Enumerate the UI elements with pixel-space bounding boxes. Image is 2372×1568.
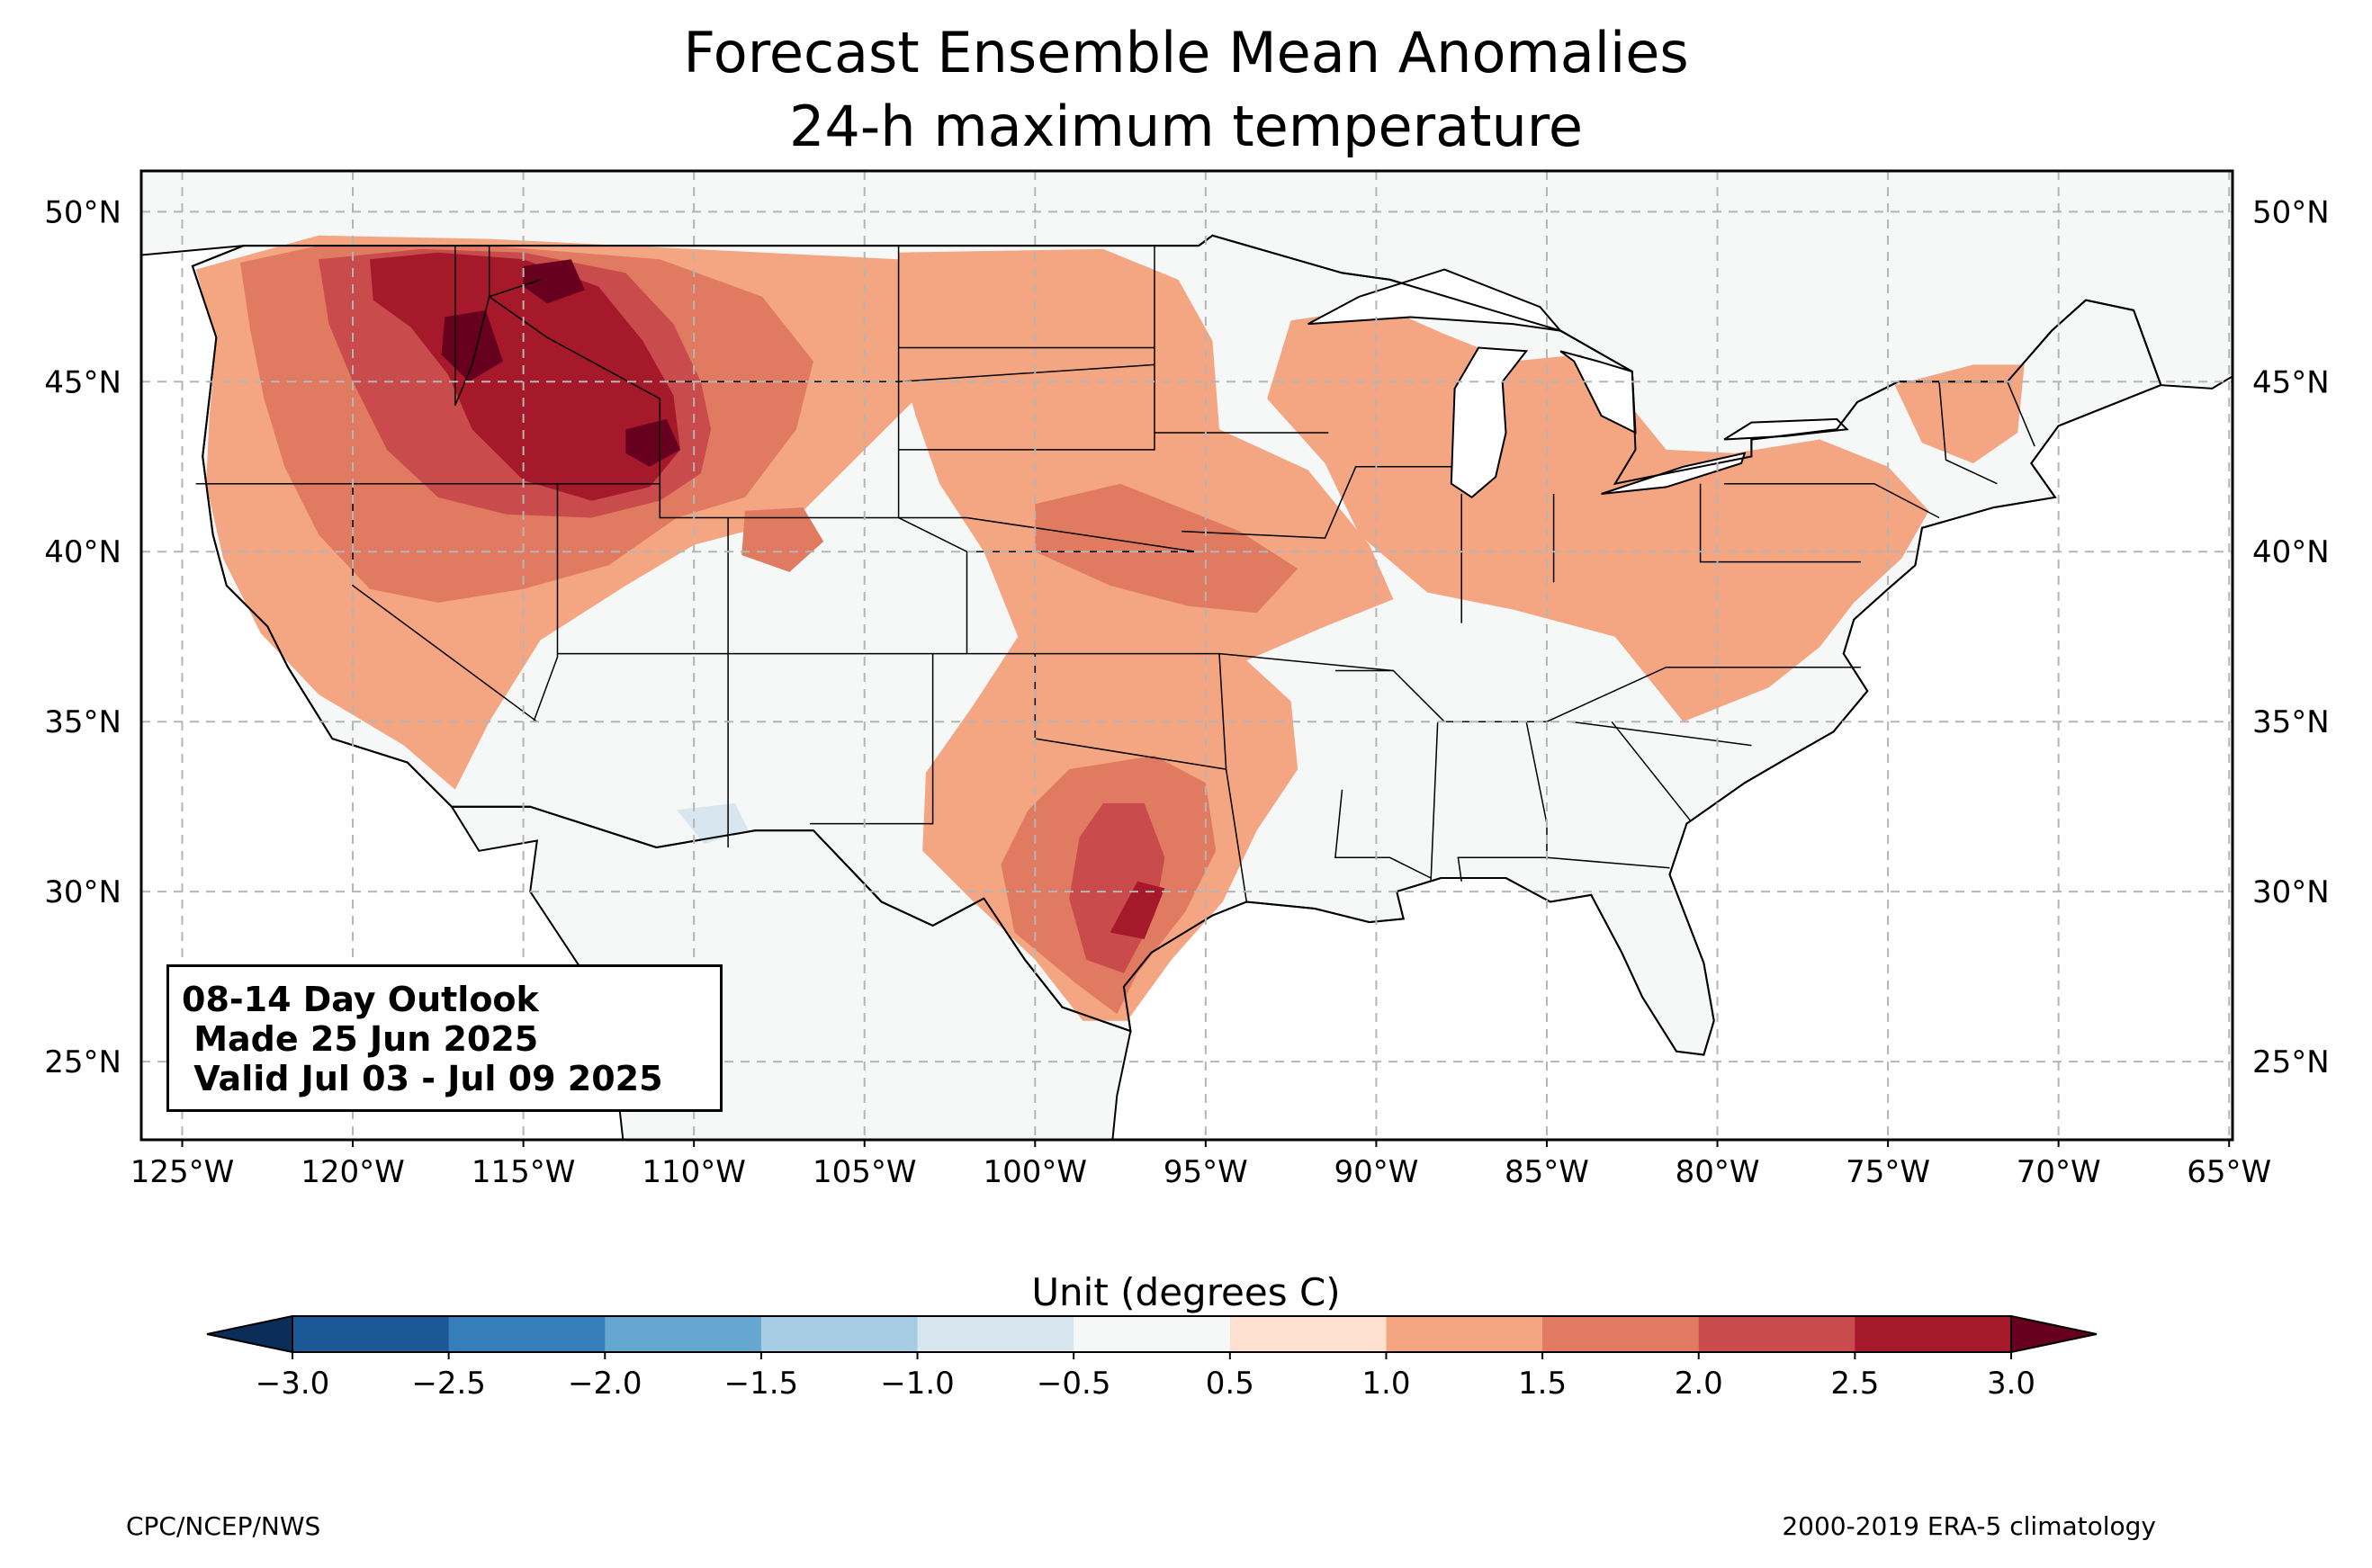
footer-credit: CPC/NCEP/NWS xyxy=(126,1511,321,1541)
lat-tick-label-left: 35°N xyxy=(44,704,121,740)
state-border-22 xyxy=(1611,721,1691,821)
made-date: Made 25 Jun 2025 xyxy=(182,1019,539,1059)
axis-ticks: 125°W 120°W 115°W 110°W 105°W 100°W 95°W 90°W 85… xyxy=(44,194,2329,1190)
state-border-3 xyxy=(488,246,661,518)
colorbar: −3.0 −2.5 −2.0 −1.5 −1.0 −0.5 0.5 1.0 1.5 2.0 2.5 3… xyxy=(206,1314,2098,1402)
colorbar-segment xyxy=(1386,1316,1543,1352)
anomaly-region-midwest-1.0 xyxy=(1267,307,1929,722)
colorbar-segment xyxy=(1074,1316,1231,1352)
footer-climatology: 2000-2019 ERA-5 climatology xyxy=(1782,1511,2156,1541)
lon-tick-label: 85°W xyxy=(1505,1154,1589,1190)
map-frame xyxy=(139,169,2234,1142)
state-border-17 xyxy=(1334,666,1861,722)
colorbar-tick-label: 2.0 xyxy=(1675,1366,1723,1402)
colorbar-segment xyxy=(448,1316,606,1352)
state-border-18 xyxy=(1334,789,1432,879)
lon-tick-label: 95°W xyxy=(1164,1154,1248,1190)
colorbar-tick-label: −3.0 xyxy=(256,1366,330,1402)
state-border-19 xyxy=(1430,721,1439,882)
colorbar-title: Unit (degrees C) xyxy=(1031,1270,1341,1314)
state-border-28 xyxy=(1938,381,1998,485)
lon-tick-label: 125°W xyxy=(130,1154,235,1190)
anomaly-region-northwest-3.0 xyxy=(441,309,503,382)
state-border-8 xyxy=(660,363,1155,383)
state-border-10 xyxy=(898,246,1155,451)
anomaly-region-northeast-1.0 xyxy=(1894,364,2025,463)
lat-tick-label-right: 45°N xyxy=(2252,364,2330,400)
state-border-11 xyxy=(810,653,934,825)
outlook-period: 08-14 Day Outlook xyxy=(182,980,539,1019)
lon-tick-label: 75°W xyxy=(1846,1154,1930,1190)
colorbar-tick-label: −1.0 xyxy=(880,1366,955,1402)
anomaly-region-wyoming-3.0 xyxy=(625,418,680,467)
colorbar-segment xyxy=(1229,1316,1387,1352)
lat-tick-label-left: 40°N xyxy=(44,534,121,570)
lat-tick-label-left: 30°N xyxy=(44,874,121,910)
state-border-27 xyxy=(1724,482,1940,519)
colorbar-tick-label: −1.5 xyxy=(724,1366,799,1402)
lon-tick-label: 115°W xyxy=(472,1154,576,1190)
colorbar-tick-label: 1.0 xyxy=(1361,1366,1410,1402)
colorbar-segment xyxy=(292,1316,450,1352)
state-border-21 xyxy=(1546,856,1670,869)
lat-tick-label-right: 35°N xyxy=(2252,704,2330,740)
lat-tick-label-left: 50°N xyxy=(44,194,121,230)
state-border-5 xyxy=(557,652,1394,672)
gridlines xyxy=(141,171,2233,1140)
anomaly-region-plains-1.0 xyxy=(892,248,1394,1021)
lat-tick-label-right: 25°N xyxy=(2252,1044,2330,1080)
colorbar-tick-label: 0.5 xyxy=(1206,1366,1254,1402)
lat-tick-label-right: 40°N xyxy=(2252,534,2330,570)
colorbar-segment xyxy=(760,1316,919,1352)
colorbar-tick-label: 2.5 xyxy=(1830,1366,1879,1402)
colorbar-segment xyxy=(917,1316,1074,1352)
lat-tick-label-right: 50°N xyxy=(2252,194,2330,230)
colorbar-segment xyxy=(1698,1316,1855,1352)
colorbar-extend-low xyxy=(206,1314,293,1354)
anomaly-region-colorado-1.5 xyxy=(741,507,824,572)
state-border-29 xyxy=(2007,381,2035,447)
colorbar-tick-label: 3.0 xyxy=(1987,1366,2035,1402)
anomaly-region-texas-2.5 xyxy=(1110,881,1165,939)
lat-tick-label-right: 30°N xyxy=(2252,874,2330,910)
colorbar-segment xyxy=(605,1316,762,1352)
colorbar-outline xyxy=(292,1315,2012,1353)
outlook-info-box: 08-14 Day Outlook Made 25 Jun 2025 Valid… xyxy=(166,964,723,1112)
anomaly-region-montana-3.0 xyxy=(523,259,585,304)
colorbar-segment xyxy=(1855,1316,2012,1352)
colorbar-tick-label: −2.0 xyxy=(568,1366,642,1402)
lat-tick-label-left: 25°N xyxy=(44,1044,121,1080)
colorbar-tick-label: −0.5 xyxy=(1037,1366,1111,1402)
lon-tick-label: 120°W xyxy=(301,1154,405,1190)
lon-tick-label: 80°W xyxy=(1676,1154,1760,1190)
state-border-2 xyxy=(454,246,541,406)
colorbar-tick-label: 1.5 xyxy=(1518,1366,1567,1402)
anomaly-contours xyxy=(195,235,2025,1021)
valid-dates: Valid Jul 03 - Jul 09 2025 xyxy=(182,1059,663,1098)
lat-tick-label-left: 45°N xyxy=(44,364,121,400)
state-border-16 xyxy=(1182,466,1451,539)
colorbar-tick-label: −2.5 xyxy=(411,1366,486,1402)
lon-tick-label: 110°W xyxy=(642,1154,746,1190)
conus-coastline xyxy=(191,234,2162,1056)
lon-tick-label: 70°W xyxy=(2017,1154,2101,1190)
colorbar-segment xyxy=(1542,1316,1700,1352)
lon-tick-label: 105°W xyxy=(813,1154,917,1190)
state-border-26 xyxy=(1699,483,1861,563)
map-title: Forecast Ensemble Mean Anomalies xyxy=(683,20,1689,85)
lon-tick-label: 90°W xyxy=(1334,1154,1418,1190)
state-border-4 xyxy=(533,483,559,722)
anomaly-region-plains-1.5 xyxy=(1035,483,1298,614)
state-border-14 xyxy=(1218,653,1248,902)
lon-tick-label: 65°W xyxy=(2187,1154,2271,1190)
map-subtitle: 24-h maximum temperature xyxy=(788,94,1584,159)
lon-tick-label: 100°W xyxy=(984,1154,1088,1190)
state-border-23 xyxy=(1570,721,1752,747)
anomaly-region-northwest-2.5 xyxy=(370,252,680,501)
colorbar-extend-high xyxy=(2010,1314,2098,1354)
